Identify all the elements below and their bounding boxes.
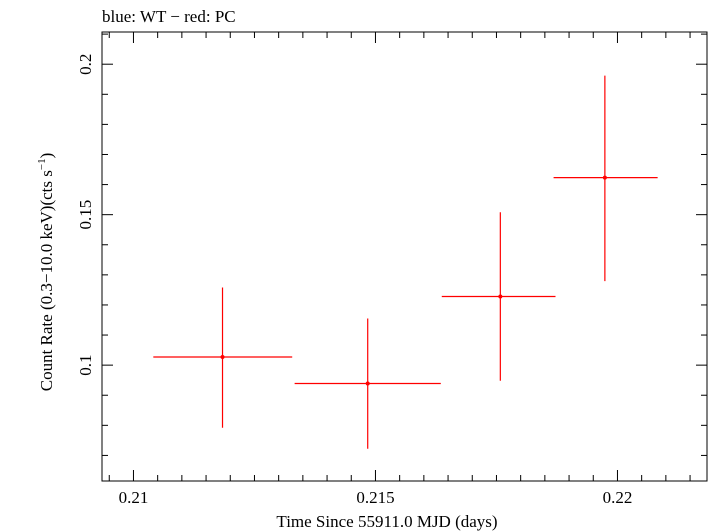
x-tick-label: 0.215 [356,488,394,507]
axis-tick-labels: 0.21 0.215 0.22 0.1 0.15 0.2 [76,54,632,507]
y-axis-label-close: ) [37,153,56,159]
y-axis-label-main: Count Rate (0.3−10.0 keV)(cts s [37,170,56,391]
y-axis-label-sup: −1 [36,158,48,170]
data-marks [153,75,658,449]
y-axis-label: Count Rate (0.3−10.0 keV)(cts s−1) [36,153,56,392]
plot-frame [101,31,708,482]
data-point [153,287,293,428]
y-tick-label: 0.2 [76,54,95,75]
data-marker [365,381,370,386]
data-marker [498,294,503,299]
x-tick-label: 0.22 [603,488,633,507]
chart-title: blue: WT − red: PC [102,7,236,26]
x-tick-label: 0.21 [119,488,149,507]
data-point [553,75,658,282]
data-marker [220,355,225,360]
data-point [294,318,441,449]
y-tick-label: 0.1 [76,355,95,376]
y-tick-label: 0.15 [76,200,95,230]
data-point [441,212,556,381]
data-marker [602,175,607,180]
x-axis-label: Time Since 55911.0 MJD (days) [276,512,497,531]
axis-ticks [102,32,707,481]
